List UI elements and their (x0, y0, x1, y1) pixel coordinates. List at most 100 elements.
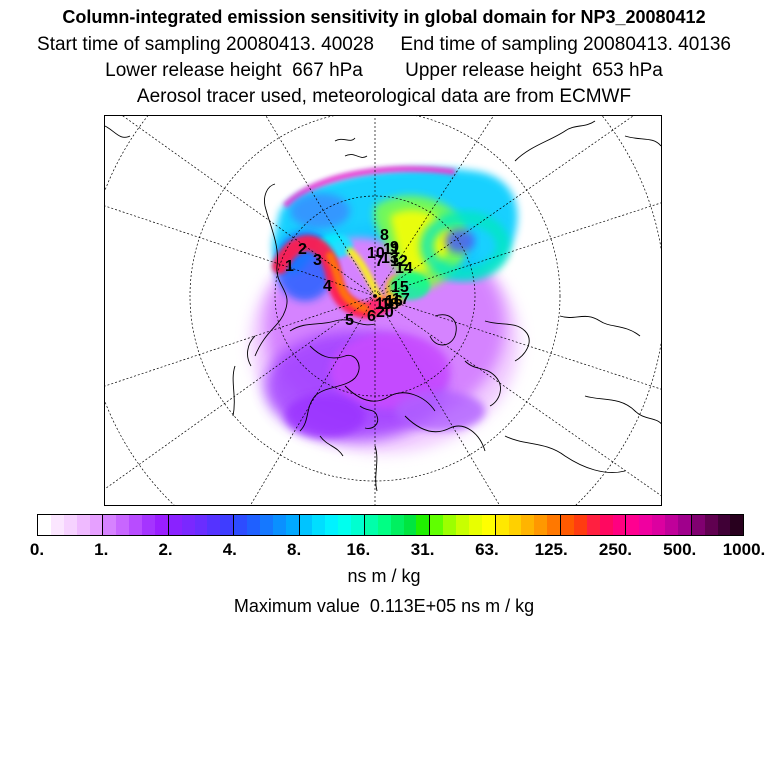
sensitivity-field (250, 166, 520, 453)
colorbar-tick-label: 8. (286, 540, 302, 559)
colorbar-swatch (63, 515, 77, 535)
colorbar-tick-label: 2. (158, 540, 173, 559)
colorbar-swatch (312, 515, 326, 535)
release-label-5: 5 (345, 312, 354, 329)
colorbar-swatch (194, 515, 208, 535)
colorbar-units: ns m / kg (347, 566, 421, 586)
plot-title: Column-integrated emission sensitivity i… (62, 7, 706, 27)
release-label-19: 19 (375, 296, 393, 313)
colorbar-swatch (142, 515, 155, 535)
graticule (105, 116, 661, 505)
colorbar-swatch (390, 515, 404, 535)
colorbar-tick-label: 63. (475, 540, 499, 559)
colorbar-swatch (730, 515, 744, 535)
colorbar-swatch (220, 515, 235, 535)
release-label-6: 6 (367, 308, 376, 325)
colorbar-swatch (561, 515, 574, 535)
release-label-20: 20 (376, 304, 394, 321)
release-height-line: Lower release height 667 hPa Upper relea… (105, 60, 663, 81)
colorbar-swatch (377, 515, 391, 535)
colorbar-tick-label: 250. (598, 540, 632, 559)
tracer-info-line: Aerosol tracer used, meteorological data… (136, 86, 632, 107)
colorbar-tick-labels: 0. 1. 2. 4. 8. 16. 31. 63. 125. 250. 500. 1000. (0, 540, 768, 560)
colorbar-swatch (508, 515, 522, 535)
colorbar-swatch (430, 515, 444, 535)
release-label-13: 13 (381, 250, 399, 267)
colorbar-swatch (325, 515, 339, 535)
colorbar-swatch (234, 515, 247, 535)
colorbar-swatch (285, 515, 300, 535)
colorbar-swatch (338, 515, 351, 535)
release-point-labels: 1 2 3 4 5 6 7 8 9 10 11 12 13 14 15 16 1… (285, 227, 413, 329)
colorbar-tick-label: 0. (29, 540, 45, 559)
colorbar-swatch (168, 515, 182, 535)
release-label-15: 15 (391, 279, 409, 296)
colorbar-swatch (456, 515, 469, 535)
release-label-14: 14 (395, 260, 413, 277)
colorbar-swatch (639, 515, 653, 535)
colorbar-swatch (481, 515, 496, 535)
colorbar-swatch (717, 515, 731, 535)
colorbar-swatch (364, 515, 378, 535)
colorbar-tick-label: 500. (663, 540, 697, 559)
colorbar-swatch (207, 515, 221, 535)
colorbar-swatch (599, 515, 613, 535)
release-label-16: 16 (385, 293, 403, 310)
colorbar-swatch (521, 515, 535, 535)
colorbar-tick-label: 31. (410, 540, 435, 559)
colorbar-swatch (495, 515, 509, 535)
colorbar-tick-label: 1000. (722, 540, 766, 559)
colorbar-swatch (665, 515, 678, 535)
colorbar-swatch (103, 515, 117, 535)
release-label-3: 3 (313, 252, 322, 269)
colorbar-swatch (534, 515, 548, 535)
colorbar-swatch (652, 515, 665, 535)
colorbar-swatch (116, 515, 130, 535)
colorbar-swatch (443, 515, 456, 535)
colorbar-swatch (573, 515, 587, 535)
release-label-12: 12 (390, 253, 408, 270)
colorbar-swatch (50, 515, 64, 535)
colorbar-swatch (691, 515, 705, 535)
colorbar-tick-label: 125. (534, 540, 568, 559)
colorbar-swatch (468, 515, 482, 535)
colorbar-swatch (416, 515, 431, 535)
colorbar-swatch (247, 515, 260, 535)
release-label-2: 2 (298, 241, 307, 258)
colorbar-swatch (403, 515, 417, 535)
release-label-7: 7 (375, 253, 384, 270)
colorbar-swatch (612, 515, 627, 535)
colorbar-swatch (626, 515, 640, 535)
release-label-18: 18 (381, 296, 399, 313)
colorbar-swatch (259, 515, 273, 535)
colorbar-swatch (547, 515, 561, 535)
emission-sensitivity-map: 1 2 3 4 5 6 7 8 9 10 11 12 13 14 15 16 1… (105, 116, 661, 505)
release-label-17: 17 (392, 291, 410, 308)
colorbar-swatch (76, 515, 90, 535)
coastlines (105, 120, 661, 492)
map-panel: 1 2 3 4 5 6 7 8 9 10 11 12 13 14 15 16 1… (104, 115, 662, 506)
release-label-8: 8 (380, 227, 389, 244)
colorbar-tick-label: 16. (346, 540, 371, 559)
colorbar-swatch (181, 515, 195, 535)
colorbar-swatch (129, 515, 142, 535)
release-label-11: 11 (383, 241, 400, 258)
maximum-value-text: Maximum value 0.113E+05 ns m / kg (233, 596, 535, 616)
release-label-1: 1 (285, 258, 294, 275)
colorbar-swatch (299, 515, 313, 535)
release-label-10: 10 (367, 245, 385, 262)
colorbar-tick-label: 4. (222, 540, 237, 559)
release-label-4: 4 (323, 278, 332, 295)
colorbar-swatch (586, 515, 600, 535)
colorbar-swatch (351, 515, 365, 535)
colorbar-swatch (89, 515, 104, 535)
release-label-9: 9 (390, 239, 399, 256)
colorbar (37, 514, 744, 536)
colorbar-swatch (704, 515, 718, 535)
colorbar-swatch (38, 515, 51, 535)
sampling-time-line: Start time of sampling 20080413. 40028 E… (37, 34, 731, 55)
colorbar-tick-label: 1. (94, 540, 109, 559)
colorbar-swatch (154, 515, 169, 535)
colorbar-swatch (272, 515, 286, 535)
colorbar-swatch (677, 515, 692, 535)
